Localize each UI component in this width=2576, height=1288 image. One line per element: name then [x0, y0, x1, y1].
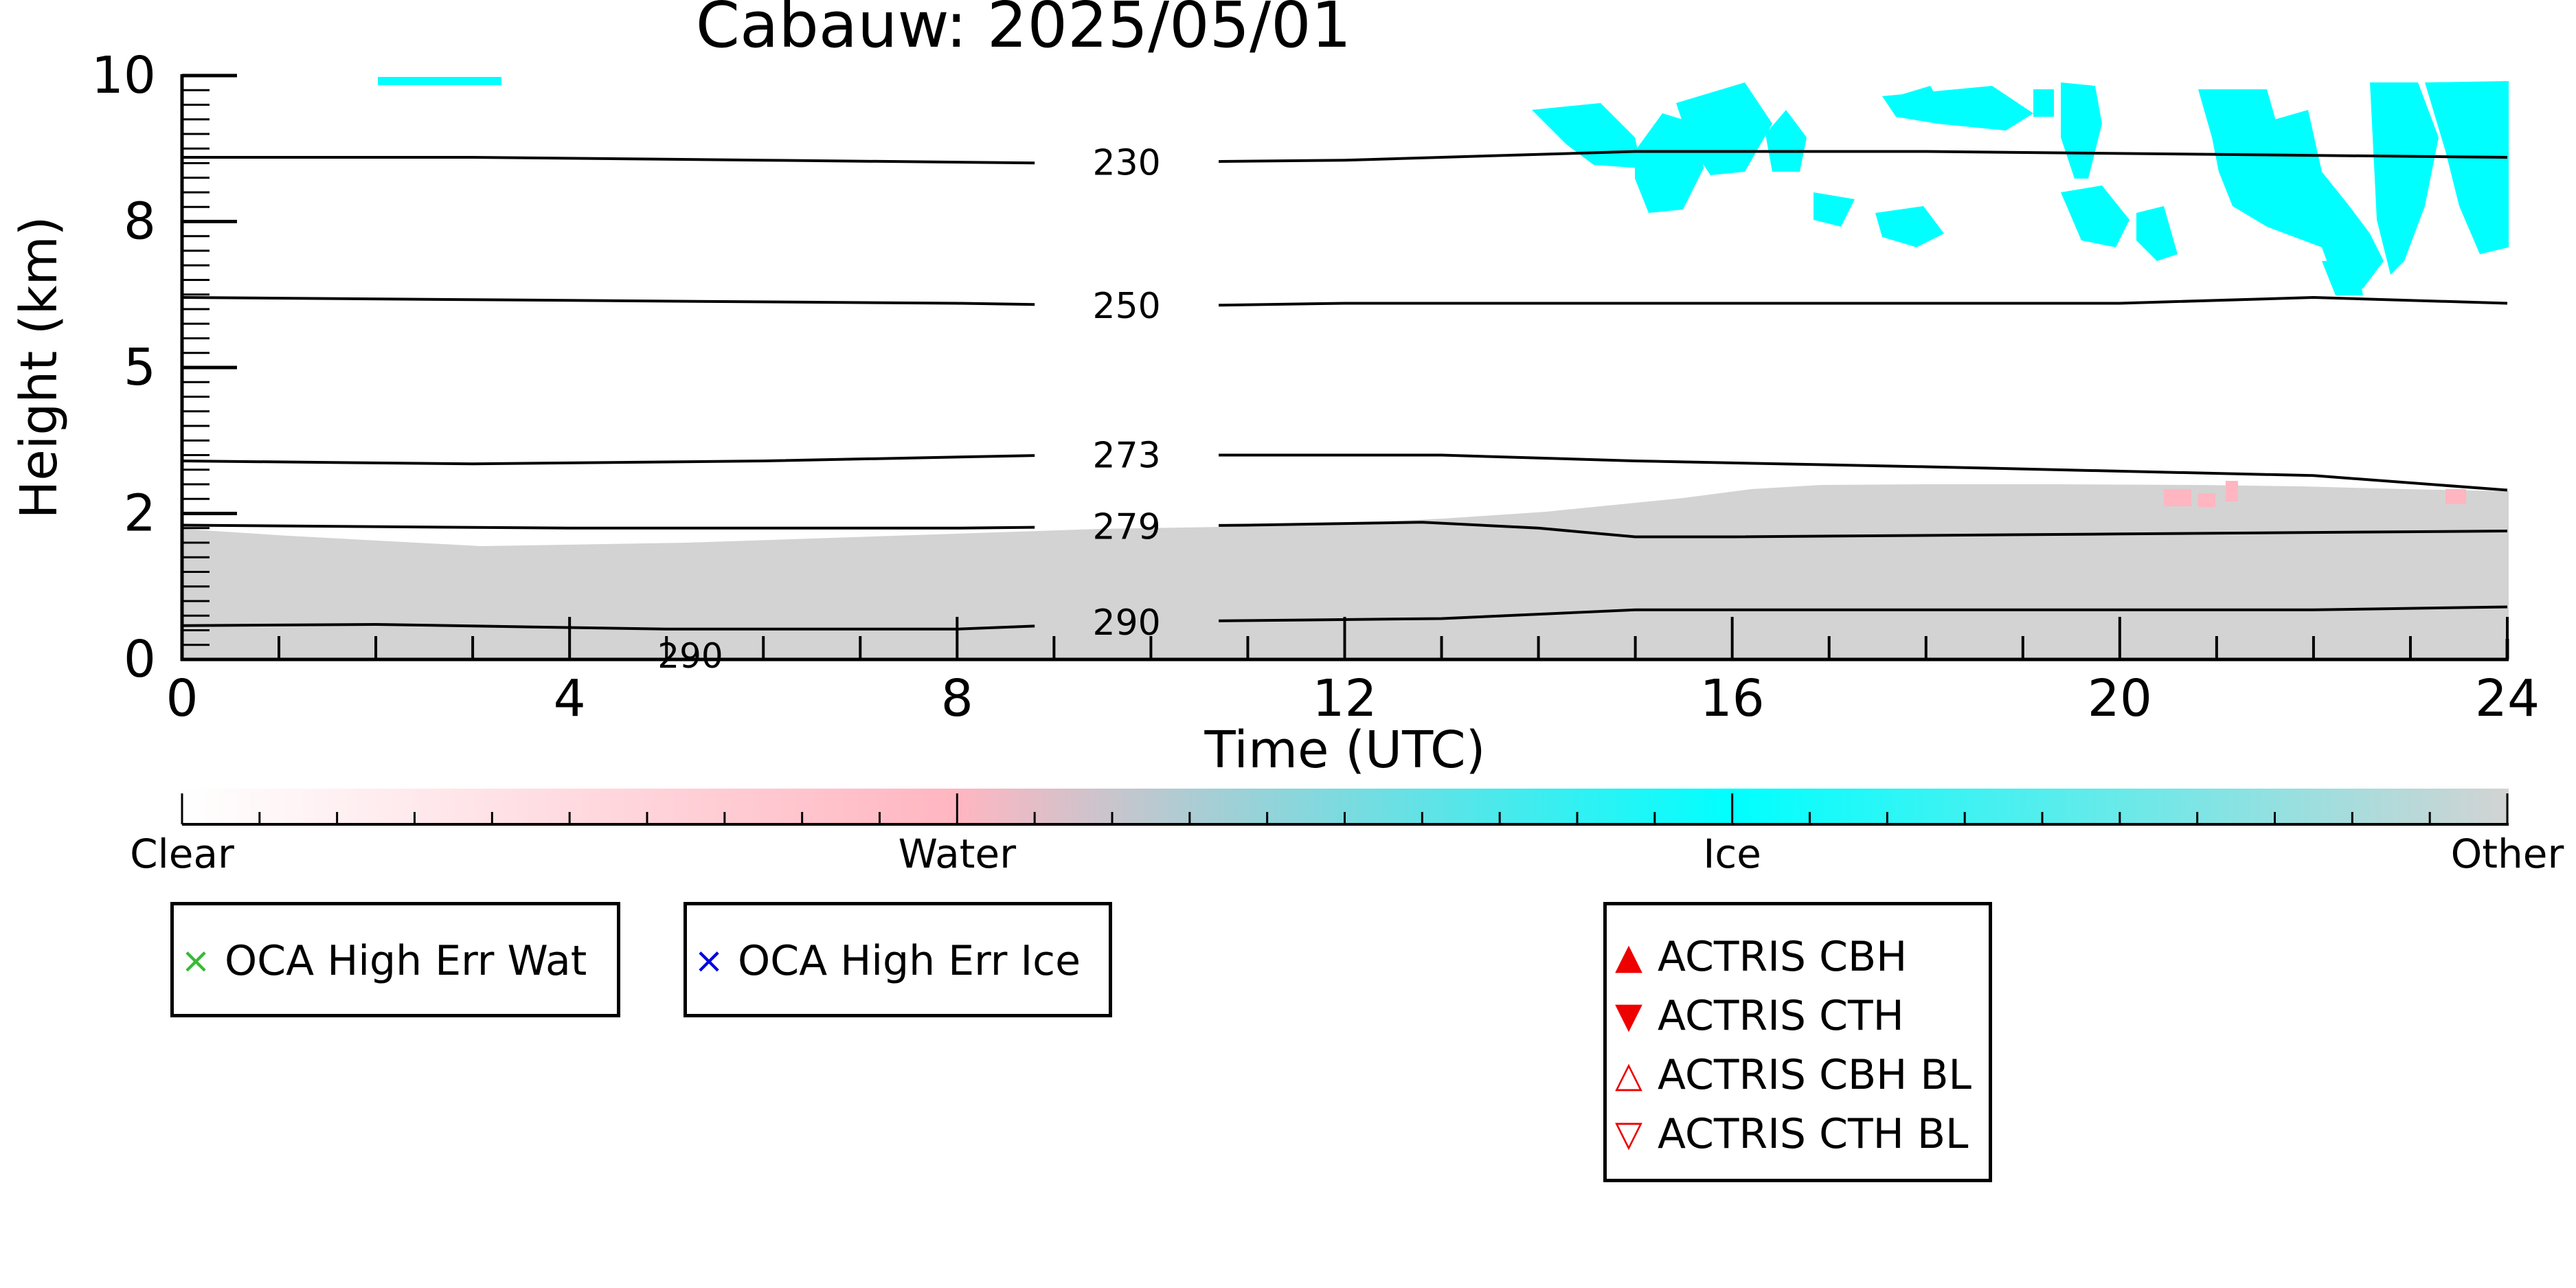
- contour-line: [182, 156, 1035, 165]
- contour-line: [1219, 295, 2508, 307]
- y-tick-label: 10: [91, 46, 156, 105]
- water-class-patches: [2164, 481, 2466, 507]
- x-tick-label: 0: [166, 669, 198, 728]
- legend-item: × OCA High Err Wat: [181, 937, 587, 985]
- triangle-down-filled-icon: ▼: [1615, 995, 1642, 1037]
- legend-label: ACTRIS CTH: [1658, 992, 1904, 1040]
- x-axis-label: Time (UTC): [1204, 721, 1485, 780]
- y-tick-label: 8: [124, 192, 156, 251]
- legend-label: ACTRIS CBH: [1658, 933, 1908, 981]
- x-tick-label: 24: [2475, 669, 2540, 728]
- triangle-down-outline-icon: ▽: [1615, 1114, 1642, 1155]
- temperature-contours: 230 250 273 279 290: [181, 142, 2508, 644]
- legend-actris: ▲ ACTRIS CBH ▼ ACTRIS CTH △ ACTRIS CBH B…: [1603, 902, 1992, 1182]
- legend-oca-ice: × OCA High Err Ice: [683, 902, 1112, 1017]
- legend-label: OCA High Err Ice: [738, 937, 1081, 985]
- legend-label: OCA High Err Wat: [225, 937, 587, 985]
- contour-line: [1219, 605, 2508, 622]
- colorbar-label: Clear: [130, 831, 234, 877]
- x-tick-label: 20: [2088, 669, 2152, 728]
- legend-label: ACTRIS CTH BL: [1658, 1110, 1969, 1158]
- colorbar-labels: Clear Water Ice Other: [130, 831, 2564, 877]
- contour-line: [1219, 521, 2508, 539]
- classification-field: [183, 77, 2509, 659]
- contour-line: [1219, 453, 2508, 492]
- contour-line: [181, 296, 1035, 306]
- y-tick-label: 5: [124, 338, 156, 397]
- x-tick-label: 4: [554, 669, 586, 728]
- legend-item: × OCA High Err Ice: [694, 937, 1081, 985]
- x-tick-label: 8: [941, 669, 973, 728]
- colorbar-label: Water: [899, 831, 1017, 877]
- contour-label-partial: 290: [657, 636, 723, 676]
- colorbar-label: Ice: [1703, 831, 1761, 877]
- legend-label: ACTRIS CBH BL: [1658, 1051, 1971, 1099]
- x-tick-label: 16: [1700, 669, 1765, 728]
- contour-line: [181, 622, 1035, 631]
- contour-line: [181, 523, 1035, 530]
- y-axis-label: Height (km): [10, 216, 69, 519]
- legend-item: ▲ ACTRIS CBH: [1614, 933, 1907, 981]
- chart-title: Cabauw: 2025/05/01: [696, 0, 1351, 62]
- colorbar-label: Other: [2451, 831, 2564, 877]
- legend-item: △ ACTRIS CBH BL: [1614, 1051, 1971, 1099]
- contour-label: 290: [1093, 602, 1161, 644]
- contour-label: 250: [1093, 286, 1161, 327]
- contour-label: 230: [1093, 142, 1161, 183]
- y-axis-ticks: 0 2 5 8 10: [91, 46, 237, 689]
- contour-label: 273: [1093, 436, 1161, 477]
- contour-line: [181, 454, 1035, 466]
- legend-oca-water: × OCA High Err Wat: [170, 902, 620, 1017]
- triangle-up-filled-icon: ▲: [1615, 936, 1642, 978]
- x-tick-label: 12: [1312, 669, 1377, 728]
- other-class-region: [183, 484, 2509, 659]
- cross-marker-icon: ×: [181, 940, 211, 982]
- triangle-up-outline-icon: △: [1615, 1054, 1642, 1096]
- y-tick-label: 0: [124, 630, 156, 689]
- y-tick-label: 2: [124, 484, 156, 543]
- ice-class-patches: [378, 77, 2509, 295]
- x-axis-ticks: 0 4 8 12 16 20 24: [166, 617, 2540, 728]
- cross-marker-icon: ×: [694, 940, 724, 982]
- colorbar-ticks: [181, 793, 2509, 824]
- contour-label: 279: [1093, 506, 1161, 547]
- legend-item: ▽ ACTRIS CTH BL: [1614, 1110, 1968, 1158]
- legend-item: ▼ ACTRIS CTH: [1614, 992, 1904, 1040]
- contour-line: [1219, 150, 2508, 163]
